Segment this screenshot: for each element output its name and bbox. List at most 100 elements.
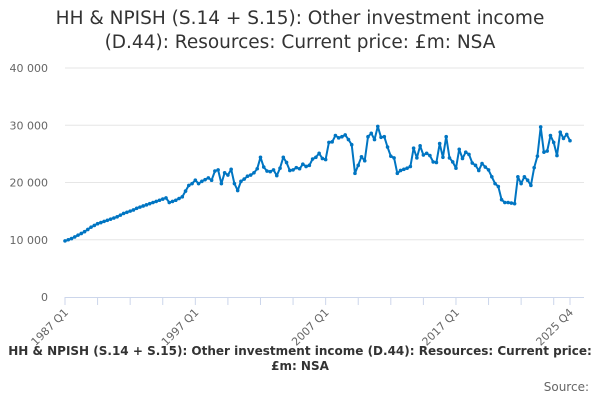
data-point bbox=[483, 165, 488, 169]
data-point bbox=[558, 130, 563, 134]
data-point bbox=[366, 134, 370, 139]
data-point bbox=[121, 211, 126, 216]
data-point bbox=[115, 215, 119, 219]
data-point bbox=[232, 181, 237, 186]
data-point bbox=[307, 163, 312, 168]
x-tick-label: 1987 Q1 bbox=[29, 306, 72, 349]
data-point bbox=[134, 206, 139, 211]
data-point bbox=[141, 204, 145, 208]
data-point bbox=[190, 181, 194, 186]
data-point bbox=[493, 181, 497, 186]
data-point bbox=[450, 160, 455, 164]
data-point bbox=[480, 161, 484, 166]
data-point bbox=[538, 125, 543, 129]
data-point bbox=[291, 168, 295, 172]
data-point bbox=[359, 154, 364, 159]
data-point bbox=[330, 140, 334, 144]
data-point bbox=[460, 156, 465, 161]
data-point bbox=[235, 188, 240, 193]
data-point bbox=[385, 145, 390, 149]
data-point bbox=[336, 136, 341, 140]
data-point bbox=[271, 168, 276, 172]
data-point bbox=[564, 132, 569, 137]
data-point bbox=[79, 231, 84, 236]
data-point bbox=[379, 135, 383, 140]
data-point bbox=[92, 223, 97, 228]
data-point bbox=[229, 167, 233, 172]
data-point bbox=[258, 155, 263, 160]
data-point bbox=[343, 133, 347, 137]
data-point bbox=[421, 153, 426, 157]
data-point bbox=[519, 181, 523, 186]
data-point bbox=[548, 133, 553, 138]
data-point bbox=[418, 144, 422, 148]
data-point bbox=[545, 149, 549, 153]
data-point bbox=[255, 166, 260, 171]
x-tick-label: 2017 Q1 bbox=[420, 306, 463, 349]
chart-title-line1: HH & NPISH (S.14 + S.15): Other investme… bbox=[55, 8, 545, 29]
data-point bbox=[398, 168, 403, 173]
chart-title: HH & NPISH (S.14 + S.15): Other investme… bbox=[0, 7, 600, 55]
data-point bbox=[516, 174, 520, 179]
data-point bbox=[382, 134, 387, 139]
data-point bbox=[323, 157, 328, 162]
data-point bbox=[535, 154, 540, 158]
data-point bbox=[551, 140, 556, 145]
data-point bbox=[454, 166, 458, 170]
data-point bbox=[125, 210, 129, 215]
data-point bbox=[555, 153, 559, 158]
data-point bbox=[522, 174, 527, 179]
data-point bbox=[128, 209, 132, 213]
data-point bbox=[490, 174, 494, 179]
y-tick-label: 10 000 bbox=[10, 234, 49, 247]
data-point bbox=[340, 134, 344, 139]
data-point bbox=[561, 136, 566, 141]
data-point bbox=[278, 166, 282, 170]
data-point bbox=[467, 152, 471, 157]
data-point bbox=[200, 179, 204, 184]
data-point bbox=[463, 150, 468, 154]
data-point bbox=[118, 213, 123, 217]
x-tick-label: 2007 Q1 bbox=[289, 306, 332, 349]
data-point bbox=[242, 177, 246, 181]
data-point bbox=[219, 181, 224, 186]
data-point bbox=[216, 168, 220, 172]
data-point bbox=[261, 165, 266, 169]
data-point bbox=[568, 138, 572, 143]
data-point bbox=[203, 177, 207, 182]
data-point bbox=[170, 199, 175, 204]
data-point bbox=[245, 174, 250, 179]
data-point bbox=[213, 169, 217, 173]
data-point bbox=[167, 200, 172, 205]
data-point bbox=[317, 151, 321, 156]
data-point bbox=[506, 200, 510, 205]
data-point bbox=[476, 168, 481, 173]
data-point bbox=[193, 178, 198, 183]
data-point bbox=[248, 173, 253, 177]
y-tick-label: 30 000 bbox=[10, 119, 49, 132]
y-tick-label: 40 000 bbox=[10, 62, 49, 75]
legend-series-label: HH & NPISH (S.14 + S.15): Other investme… bbox=[8, 344, 592, 373]
data-point bbox=[239, 179, 243, 184]
data-point bbox=[424, 151, 429, 156]
data-point bbox=[529, 183, 533, 188]
data-point bbox=[63, 239, 67, 243]
data-point bbox=[444, 134, 448, 139]
data-point bbox=[173, 198, 178, 203]
data-point bbox=[252, 170, 256, 175]
data-point bbox=[72, 235, 77, 239]
data-point bbox=[138, 205, 142, 209]
data-point bbox=[274, 173, 279, 178]
data-point bbox=[499, 197, 504, 202]
data-point bbox=[160, 197, 165, 201]
data-point bbox=[131, 208, 136, 212]
data-point bbox=[362, 158, 367, 163]
data-point bbox=[164, 196, 168, 200]
data-point bbox=[89, 225, 93, 229]
data-point bbox=[157, 198, 162, 203]
data-point bbox=[226, 173, 230, 177]
data-point bbox=[392, 156, 396, 160]
y-tick-label: 0 bbox=[41, 291, 48, 304]
data-point bbox=[447, 156, 452, 160]
